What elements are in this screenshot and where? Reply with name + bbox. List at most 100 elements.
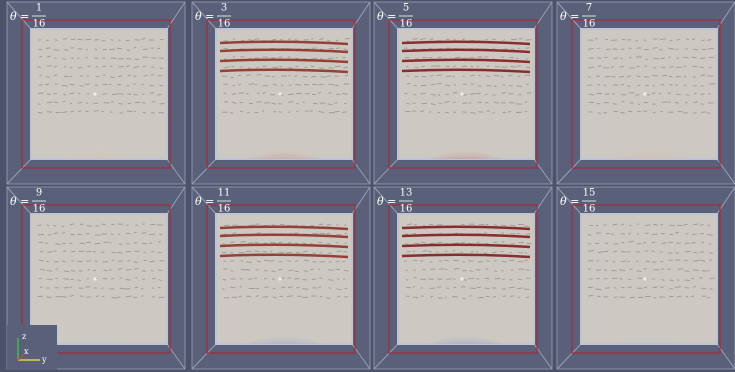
denominator: 16: [218, 19, 231, 30]
velocity-arrow: [302, 287, 309, 290]
velocity-arrow: [262, 296, 269, 298]
velocity-arrow: [708, 243, 712, 246]
velocity-arrow: [468, 102, 472, 104]
velocity-arrow: [328, 287, 332, 289]
velocity-arrow: [484, 93, 488, 96]
velocity-arrow: [524, 101, 528, 104]
velocity-arrow: [287, 260, 292, 262]
velocity-arrow: [435, 251, 439, 253]
flow-band: [401, 253, 531, 259]
temperature-blob: [587, 302, 711, 344]
velocity-arrow: [224, 58, 227, 61]
velocity-arrow: [684, 270, 690, 272]
velocity-arrow: [445, 84, 451, 87]
velocity-arrow: [328, 92, 332, 94]
velocity-arrow: [69, 102, 73, 105]
velocity-arrow: [53, 92, 58, 95]
velocity-arrow: [595, 37, 598, 40]
velocity-arrow: [240, 240, 247, 243]
velocity-arrow: [256, 232, 261, 234]
velocity-arrow: [691, 295, 695, 298]
velocity-arrow: [311, 57, 318, 60]
velocity-arrow: [524, 288, 530, 290]
velocity-arrow: [444, 100, 450, 103]
velocity-arrow: [95, 295, 99, 298]
velocity-arrow: [525, 233, 531, 235]
velocity-arrow: [279, 295, 284, 298]
velocity-arrow: [462, 102, 468, 104]
velocity-arrow: [295, 260, 299, 262]
velocity-arrow: [661, 279, 665, 281]
velocity-arrow: [636, 65, 640, 68]
velocity-arrow: [706, 39, 712, 41]
velocity-arrow: [287, 242, 292, 244]
velocity-arrow: [430, 93, 436, 96]
red-outline: [571, 19, 721, 169]
velocity-arrow: [644, 224, 651, 227]
velocity-arrow: [659, 48, 663, 51]
velocity-arrow: [468, 295, 472, 297]
velocity-arrow: [39, 55, 43, 58]
velocity-arrow: [62, 84, 69, 87]
velocity-arrow: [38, 233, 44, 236]
velocity-arrow: [502, 48, 508, 50]
velocity-arrow: [101, 287, 105, 290]
panel: θ = 11 16: [191, 186, 371, 370]
velocity-arrow: [68, 242, 73, 245]
velocity-arrow: [302, 242, 307, 245]
velocity-arrow: [318, 111, 325, 113]
velocity-arrow: [493, 74, 500, 77]
velocity-arrow: [39, 250, 44, 253]
temperature-blob: [222, 302, 346, 344]
denominator: 16: [400, 204, 413, 215]
red-outline: [388, 204, 538, 354]
velocity-arrow: [133, 231, 137, 234]
velocity-arrow: [478, 75, 481, 77]
velocity-arrow: [494, 277, 501, 280]
velocity-arrow: [328, 83, 335, 86]
velocity-arrow: [492, 251, 497, 254]
velocity-arrow: [420, 37, 426, 40]
velocity-arrow: [422, 250, 427, 253]
velocity-arrow: [101, 39, 106, 42]
denominator: 16: [33, 204, 46, 215]
box-edge: [556, 1, 582, 30]
velocity-arrow: [430, 83, 436, 86]
flow-band: [219, 253, 349, 259]
velocity-arrow: [318, 241, 322, 244]
probe: [278, 92, 282, 96]
velocity-arrow: [77, 279, 81, 282]
velocity-arrow: [595, 75, 601, 77]
velocity-arrow: [494, 270, 498, 273]
probe: [643, 92, 647, 96]
velocity-arrow: [46, 101, 53, 104]
velocity-arrow: [485, 75, 491, 78]
velocity-arrow: [159, 233, 163, 236]
velocity-arrow: [445, 287, 450, 290]
velocity-arrow: [119, 277, 123, 279]
velocity-arrow: [493, 101, 499, 104]
velocity-arrow: [674, 252, 680, 254]
velocity-arrow: [588, 93, 595, 96]
velocity-arrow: [61, 111, 68, 114]
velocity-arrow: [117, 267, 123, 270]
velocity-arrow: [319, 67, 324, 69]
velocity-arrow: [272, 296, 277, 299]
velocity-arrow: [62, 100, 66, 103]
velocity-arrow: [336, 295, 341, 298]
velocity-arrow: [469, 92, 476, 95]
velocity-arrow: [310, 65, 315, 68]
velocity-arrow: [133, 267, 139, 270]
velocity-arrow: [344, 37, 351, 40]
box-edge: [6, 186, 32, 215]
velocity-arrow: [318, 91, 322, 94]
velocity-arrow: [335, 84, 339, 87]
velocity-arrow: [612, 103, 617, 105]
velocity-arrow: [637, 103, 641, 105]
velocity-arrow: [334, 110, 340, 113]
velocity-arrow: [669, 224, 675, 227]
velocity-arrow: [468, 277, 475, 280]
velocity-arrow: [231, 93, 237, 95]
flow-band: [401, 58, 531, 64]
